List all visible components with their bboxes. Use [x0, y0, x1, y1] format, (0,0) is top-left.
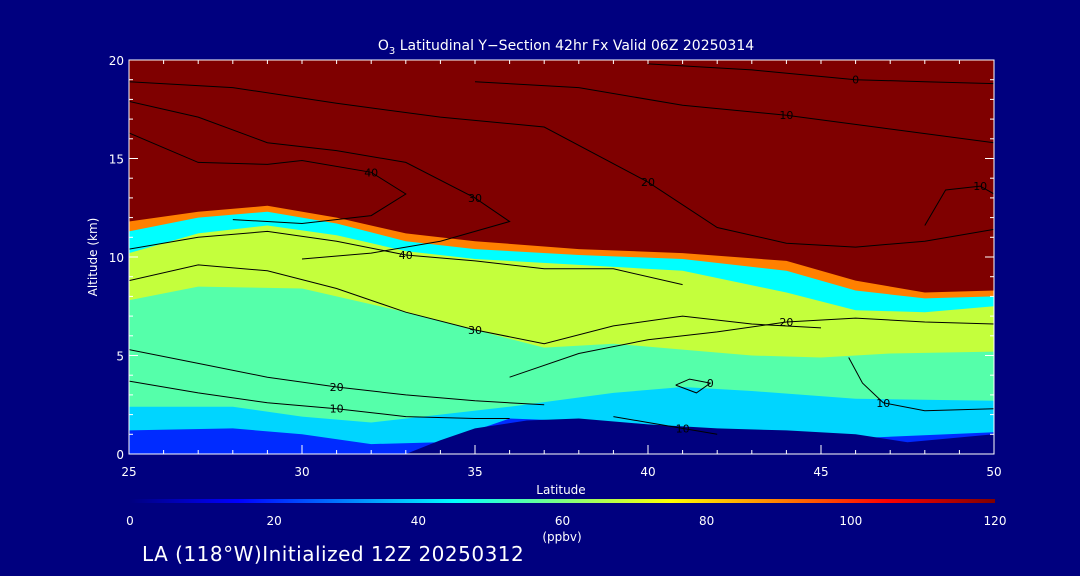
title-rest: Latitudinal Y−Section 42hr Fx Valid 06Z … — [395, 38, 754, 54]
y-tick-label: 20 — [109, 54, 124, 68]
contour-label-12: 10 — [676, 422, 690, 435]
field-layer-6 — [129, 60, 994, 293]
contour-label-2: 30 — [468, 324, 482, 337]
contour-line-10 — [924, 185, 994, 226]
chart-title: O3 Latitudinal Y−Section 42hr Fx Valid 0… — [378, 38, 754, 57]
contour-line-9 — [129, 132, 407, 225]
contour-label-10: 10 — [973, 180, 987, 193]
colorbar — [130, 499, 995, 503]
contour-line-5 — [129, 81, 994, 248]
colorbar-tick-label: 40 — [411, 514, 426, 528]
x-tick-label: 45 — [813, 465, 828, 479]
contour-line-8 — [129, 100, 511, 260]
contour-line-1 — [129, 349, 545, 406]
colorbar-label: (ppbv) — [542, 530, 581, 544]
colorbar-tick-label: 60 — [555, 514, 570, 528]
x-tick-label: 40 — [640, 465, 655, 479]
title-subscript: 3 — [389, 46, 395, 57]
contour-label-4: 20 — [779, 316, 793, 329]
colorbar-tick-label: 0 — [126, 514, 134, 528]
colorbar-tick-label: 100 — [839, 514, 862, 528]
x-tick-label: 25 — [121, 465, 136, 479]
y-axis-label: Altitude (km) — [86, 218, 100, 297]
contour-label-3: 40 — [399, 249, 413, 262]
colorbar-tick-label: 20 — [267, 514, 282, 528]
contour-line-2 — [129, 264, 822, 345]
contour-label-0: 10 — [330, 403, 344, 416]
plot-area: 10 20 30 40 20 20 10 0 30 40 10 10 10 0 — [129, 60, 994, 454]
x-tick-label: 50 — [986, 465, 1001, 479]
x-axis-label: Latitude — [536, 483, 585, 497]
contour-line-0 — [129, 380, 510, 419]
contour-label-5: 20 — [641, 176, 655, 189]
contour-label-6: 10 — [779, 109, 793, 122]
initialization-footer: LA (118°W)Initialized 12Z 20250312 — [142, 542, 525, 566]
contour-label-8: 30 — [468, 192, 482, 205]
contour-line-6 — [474, 81, 994, 144]
contour-label-9: 40 — [364, 166, 378, 179]
colorbar-tick-label: 80 — [699, 514, 714, 528]
x-tick-label: 35 — [467, 465, 482, 479]
contour-line-11 — [848, 357, 994, 412]
contour-line-4 — [509, 317, 994, 378]
y-tick-label: 10 — [109, 251, 124, 265]
contour-line-12 — [613, 416, 718, 435]
y-axis: 0 5 10 15 20 — [109, 54, 994, 462]
x-tick-label: 30 — [294, 465, 309, 479]
contour-label-1: 20 — [330, 381, 344, 394]
contour-line-3 — [129, 230, 683, 286]
contour-label-13: 0 — [707, 377, 714, 390]
contour-label-7: 0 — [852, 74, 859, 87]
concentration-field — [129, 60, 994, 454]
colorbar-tick-label: 120 — [984, 514, 1007, 528]
y-tick-label: 15 — [109, 153, 124, 167]
field-layer-7 — [405, 418, 994, 454]
contour-line-13 — [675, 378, 712, 394]
colorbar-ticks: 0 20 40 60 80 100 120 — [126, 514, 1006, 528]
contour-label-11: 10 — [876, 397, 890, 410]
x-axis: 25 30 35 40 45 50 — [121, 60, 1002, 479]
title-main: O — [378, 38, 389, 54]
y-tick-label: 5 — [116, 350, 124, 364]
y-tick-label: 0 — [116, 448, 124, 462]
contour-line-7 — [647, 63, 994, 85]
contour-lines: 10 20 30 40 20 20 10 0 30 40 10 10 10 0 — [129, 63, 994, 435]
